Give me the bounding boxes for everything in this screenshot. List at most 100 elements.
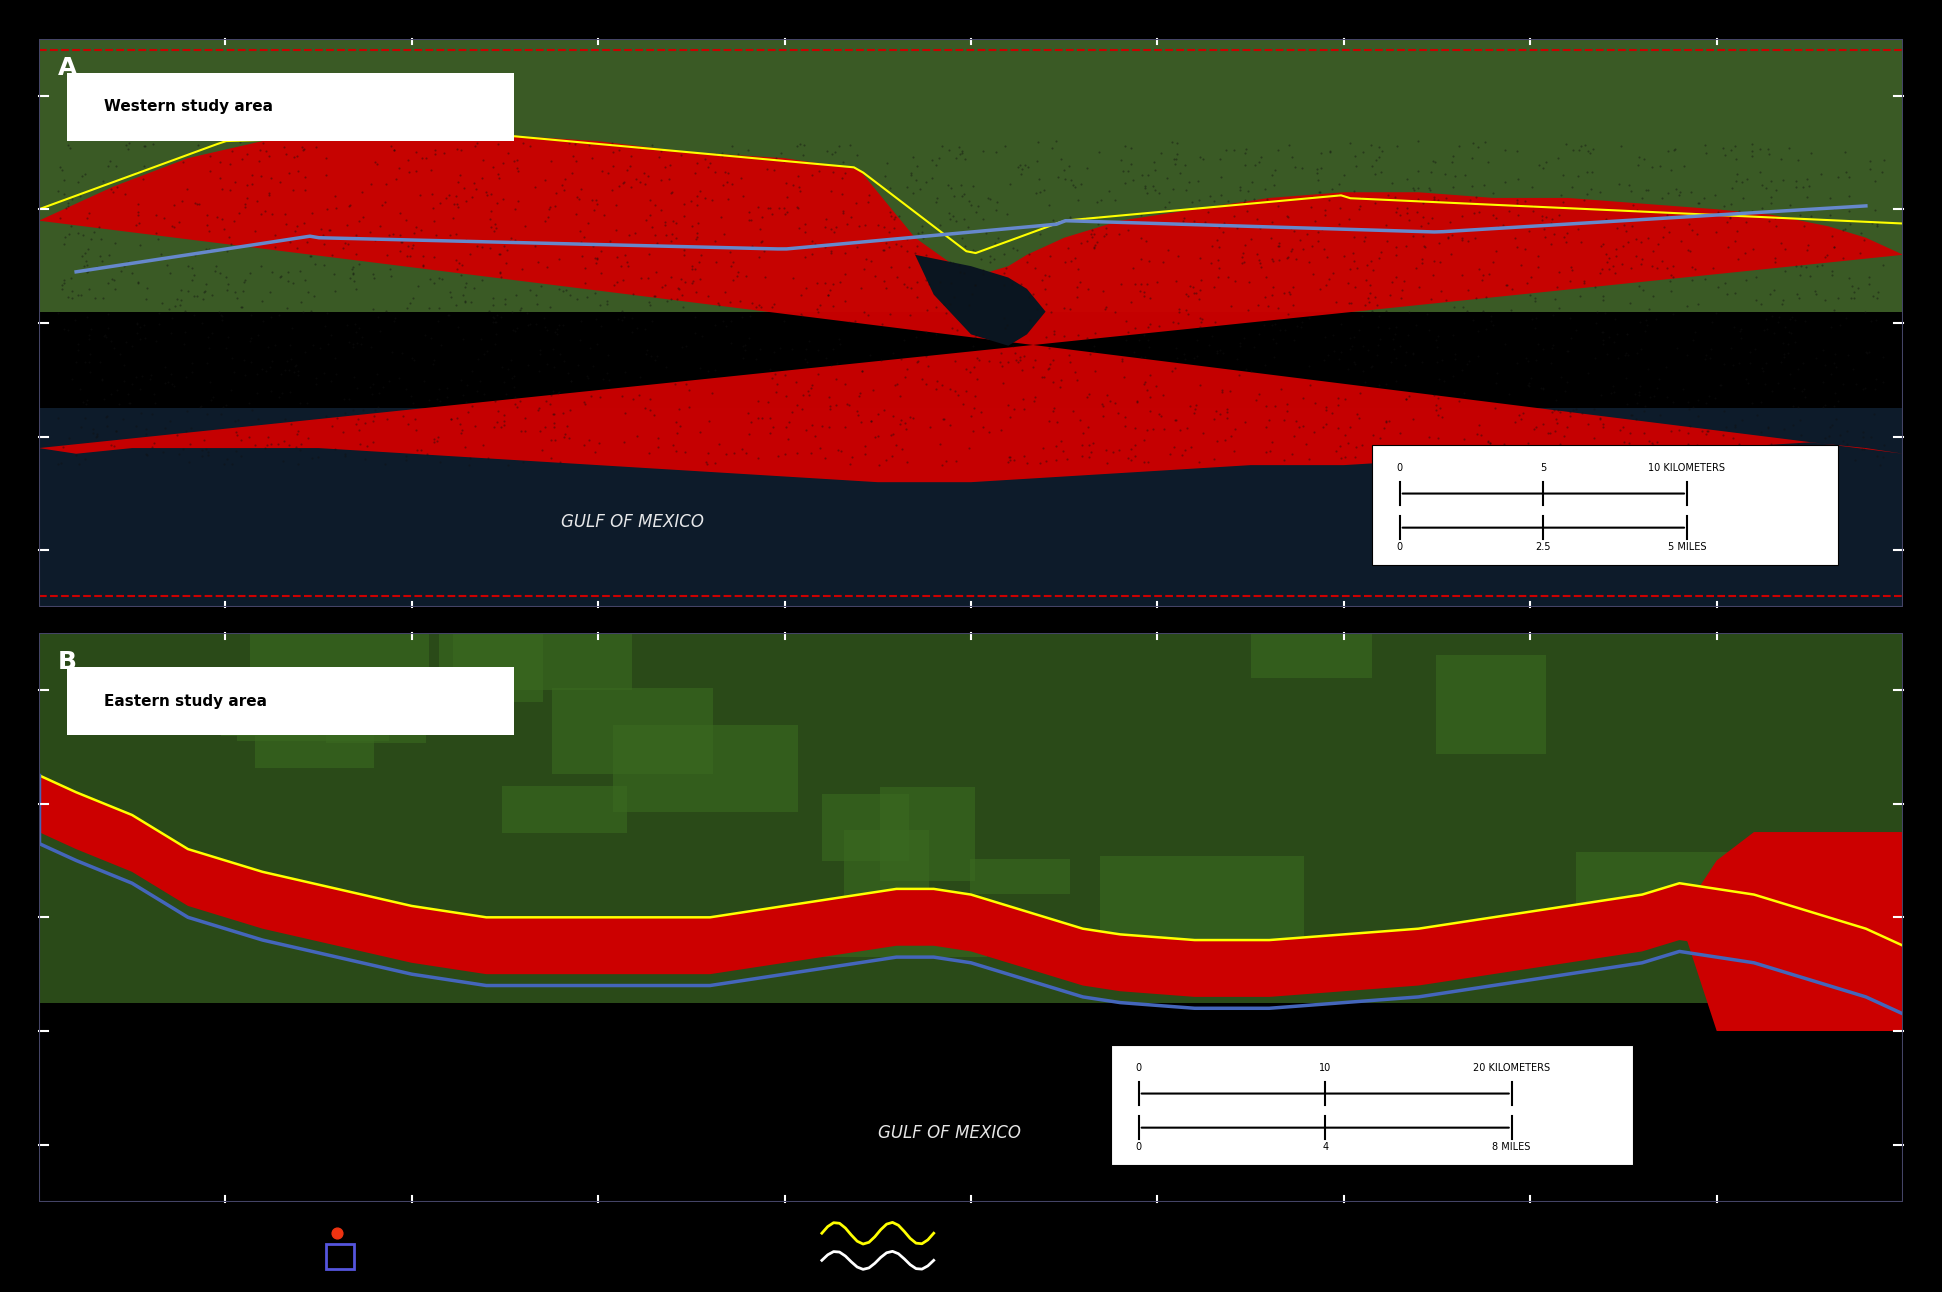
Point bbox=[451, 292, 482, 313]
Point bbox=[1563, 451, 1594, 472]
Point bbox=[1509, 238, 1540, 258]
Point bbox=[1612, 345, 1643, 366]
Point bbox=[1864, 455, 1895, 475]
Point bbox=[414, 390, 445, 411]
Point bbox=[928, 293, 959, 314]
Point bbox=[72, 389, 103, 410]
Point bbox=[443, 198, 474, 218]
Bar bbox=[439, 594, 633, 690]
Point bbox=[1278, 329, 1309, 350]
Point bbox=[1206, 382, 1237, 403]
Point bbox=[833, 311, 864, 332]
Point bbox=[1851, 342, 1882, 363]
Point bbox=[95, 180, 126, 200]
Point bbox=[588, 370, 619, 390]
Point bbox=[386, 342, 418, 363]
Point bbox=[1060, 276, 1091, 297]
Point bbox=[216, 453, 247, 474]
Point bbox=[219, 172, 251, 193]
Point bbox=[1091, 452, 1122, 473]
Point bbox=[136, 437, 167, 457]
Point bbox=[862, 214, 893, 235]
Point bbox=[357, 411, 388, 432]
Point bbox=[1655, 222, 1686, 243]
Point bbox=[1241, 390, 1272, 411]
Point bbox=[959, 357, 990, 377]
Point bbox=[1759, 323, 1791, 344]
Point bbox=[1251, 417, 1282, 438]
Point bbox=[1789, 386, 1820, 407]
Point bbox=[1816, 265, 1847, 286]
Point bbox=[548, 426, 579, 447]
Point bbox=[1511, 348, 1542, 368]
Text: B: B bbox=[58, 650, 76, 674]
Point bbox=[1536, 213, 1567, 234]
Point bbox=[670, 235, 701, 256]
Point bbox=[454, 447, 486, 468]
Point bbox=[165, 279, 196, 300]
Point bbox=[954, 217, 985, 238]
Point bbox=[1536, 234, 1567, 255]
Point bbox=[282, 424, 313, 444]
Point bbox=[334, 194, 365, 214]
Point bbox=[1589, 413, 1620, 434]
Point bbox=[1719, 136, 1750, 156]
Point bbox=[419, 247, 451, 267]
Point bbox=[1404, 276, 1435, 297]
Point bbox=[1759, 248, 1791, 269]
Point bbox=[52, 195, 84, 216]
Point bbox=[443, 138, 474, 159]
Point bbox=[1233, 300, 1264, 320]
Point bbox=[825, 441, 856, 461]
Point bbox=[1521, 307, 1552, 328]
Point bbox=[715, 333, 746, 354]
Point bbox=[1458, 310, 1490, 331]
Point bbox=[1295, 235, 1326, 256]
Point bbox=[1130, 346, 1161, 367]
Point bbox=[600, 220, 631, 240]
Point bbox=[553, 401, 585, 421]
Point bbox=[804, 295, 835, 315]
Point bbox=[746, 230, 777, 251]
Point bbox=[1323, 417, 1354, 438]
Point bbox=[1309, 327, 1340, 348]
Point bbox=[398, 350, 429, 371]
Point bbox=[664, 399, 695, 420]
Point bbox=[1152, 168, 1183, 189]
Point bbox=[1414, 319, 1445, 340]
Point bbox=[707, 174, 738, 195]
Point bbox=[1371, 230, 1402, 251]
Point bbox=[921, 371, 952, 391]
Point bbox=[1381, 266, 1412, 287]
Point bbox=[274, 360, 305, 381]
Point bbox=[138, 384, 169, 404]
Point bbox=[1344, 382, 1375, 403]
Point bbox=[1769, 261, 1800, 282]
Point bbox=[1055, 298, 1086, 319]
Point bbox=[1422, 428, 1453, 448]
Point bbox=[1557, 140, 1589, 160]
Point bbox=[1165, 444, 1196, 465]
Point bbox=[299, 286, 330, 306]
Point bbox=[1350, 226, 1381, 247]
Point bbox=[1855, 267, 1886, 288]
Point bbox=[167, 439, 198, 460]
Point bbox=[1542, 399, 1573, 420]
Point bbox=[1305, 181, 1336, 202]
Point bbox=[1625, 253, 1657, 274]
Point bbox=[1299, 421, 1330, 442]
Point bbox=[1839, 282, 1870, 302]
Point bbox=[1608, 417, 1639, 438]
Point bbox=[691, 156, 722, 177]
Point bbox=[1526, 205, 1557, 226]
Point bbox=[1352, 340, 1383, 360]
Point bbox=[221, 424, 252, 444]
Point bbox=[1521, 318, 1552, 339]
Point bbox=[1377, 172, 1408, 193]
Point bbox=[1350, 295, 1381, 315]
Point bbox=[1645, 155, 1676, 176]
Point bbox=[895, 305, 926, 326]
Point bbox=[820, 216, 851, 236]
Point bbox=[631, 165, 662, 186]
Point bbox=[922, 147, 954, 168]
